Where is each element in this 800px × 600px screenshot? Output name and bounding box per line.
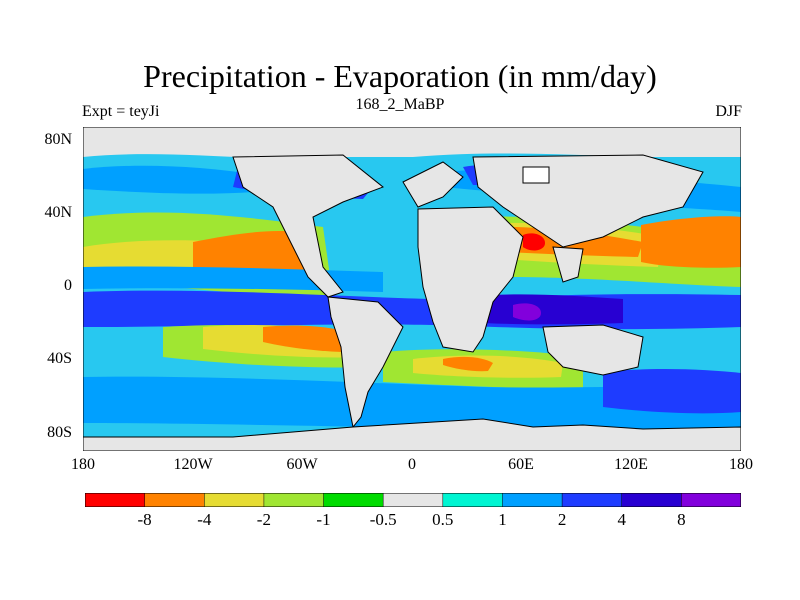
- indian-ocean-deep-blue: [463, 294, 623, 325]
- colorbar-swatch-10: [681, 493, 741, 507]
- world-map: [83, 127, 741, 451]
- colorbar-label-neg0-5: -0.5: [369, 510, 397, 529]
- colorbar-label-1: 1: [498, 510, 507, 529]
- colorbar-swatch-9: [621, 493, 683, 507]
- ne-pacific-orange: [641, 216, 741, 268]
- colorbar-label-2: 2: [557, 510, 567, 529]
- n-pacific-subtropical-orange: [193, 231, 315, 278]
- colorbar-swatch-0: [85, 493, 146, 507]
- north-pacific-blue-band: [83, 165, 283, 194]
- colorbar-swatch-4: [323, 493, 384, 507]
- map-title: Precipitation - Evaporation (in mm/day): [143, 58, 657, 94]
- north-america: [232, 154, 384, 298]
- colorbar-swatch-5: [382, 493, 444, 507]
- asia-interior-patch: [522, 166, 550, 184]
- colorbar-swatch-8: [561, 493, 623, 507]
- colorbar-label-neg2: -2: [256, 510, 271, 529]
- colorbar-swatch-3: [263, 493, 325, 507]
- lat-label-40n: 40N: [44, 204, 72, 221]
- africa: [417, 206, 524, 353]
- lon-label-180w: 180: [71, 456, 95, 473]
- south-america: [327, 296, 404, 429]
- arctic-field: [83, 127, 741, 157]
- se-indian-dark-blue: [603, 369, 741, 414]
- indian-ocean-purple: [513, 303, 541, 321]
- colorbar-label-neg4: -4: [197, 510, 212, 529]
- lat-label-0: 0: [64, 277, 72, 294]
- colorbar-swatch-6: [442, 493, 504, 507]
- lon-label-60e: 60E: [508, 456, 534, 473]
- lat-label-80n: 80N: [44, 131, 72, 148]
- colorbar-label-neg1: -1: [316, 510, 331, 529]
- colorbar: [85, 493, 741, 507]
- colorbar-label-neg8: -8: [137, 510, 152, 529]
- map-subtitle-center: 168_2_MaBP: [355, 96, 445, 113]
- colorbar-label-8: 8: [677, 510, 686, 529]
- colorbar-label-4: 4: [617, 510, 626, 529]
- lon-label-120e: 120E: [614, 456, 648, 473]
- experiment-label: Expt = teyJi: [82, 103, 160, 120]
- colorbar-label-0-5: 0.5: [432, 510, 454, 529]
- antarctica: [83, 418, 741, 451]
- s-atlantic-orange: [443, 356, 493, 372]
- lon-label-60w: 60W: [286, 456, 318, 473]
- continents: [83, 154, 741, 451]
- lon-label-120w: 120W: [173, 456, 213, 473]
- lon-label-0: 0: [408, 456, 416, 473]
- india: [552, 246, 584, 283]
- colorbar-swatch-7: [502, 493, 563, 507]
- lon-label-180e: 180: [729, 456, 753, 473]
- lat-label-40s: 40S: [47, 350, 72, 367]
- colorbar-swatch-2: [204, 493, 265, 507]
- arabia-red-spot: [523, 233, 545, 251]
- australia: [542, 324, 644, 376]
- lat-label-80s: 80S: [47, 424, 72, 441]
- season-label: DJF: [715, 103, 742, 120]
- southern-ocean-blue: [83, 376, 741, 430]
- europe: [402, 161, 464, 208]
- colorbar-swatch-1: [144, 493, 206, 507]
